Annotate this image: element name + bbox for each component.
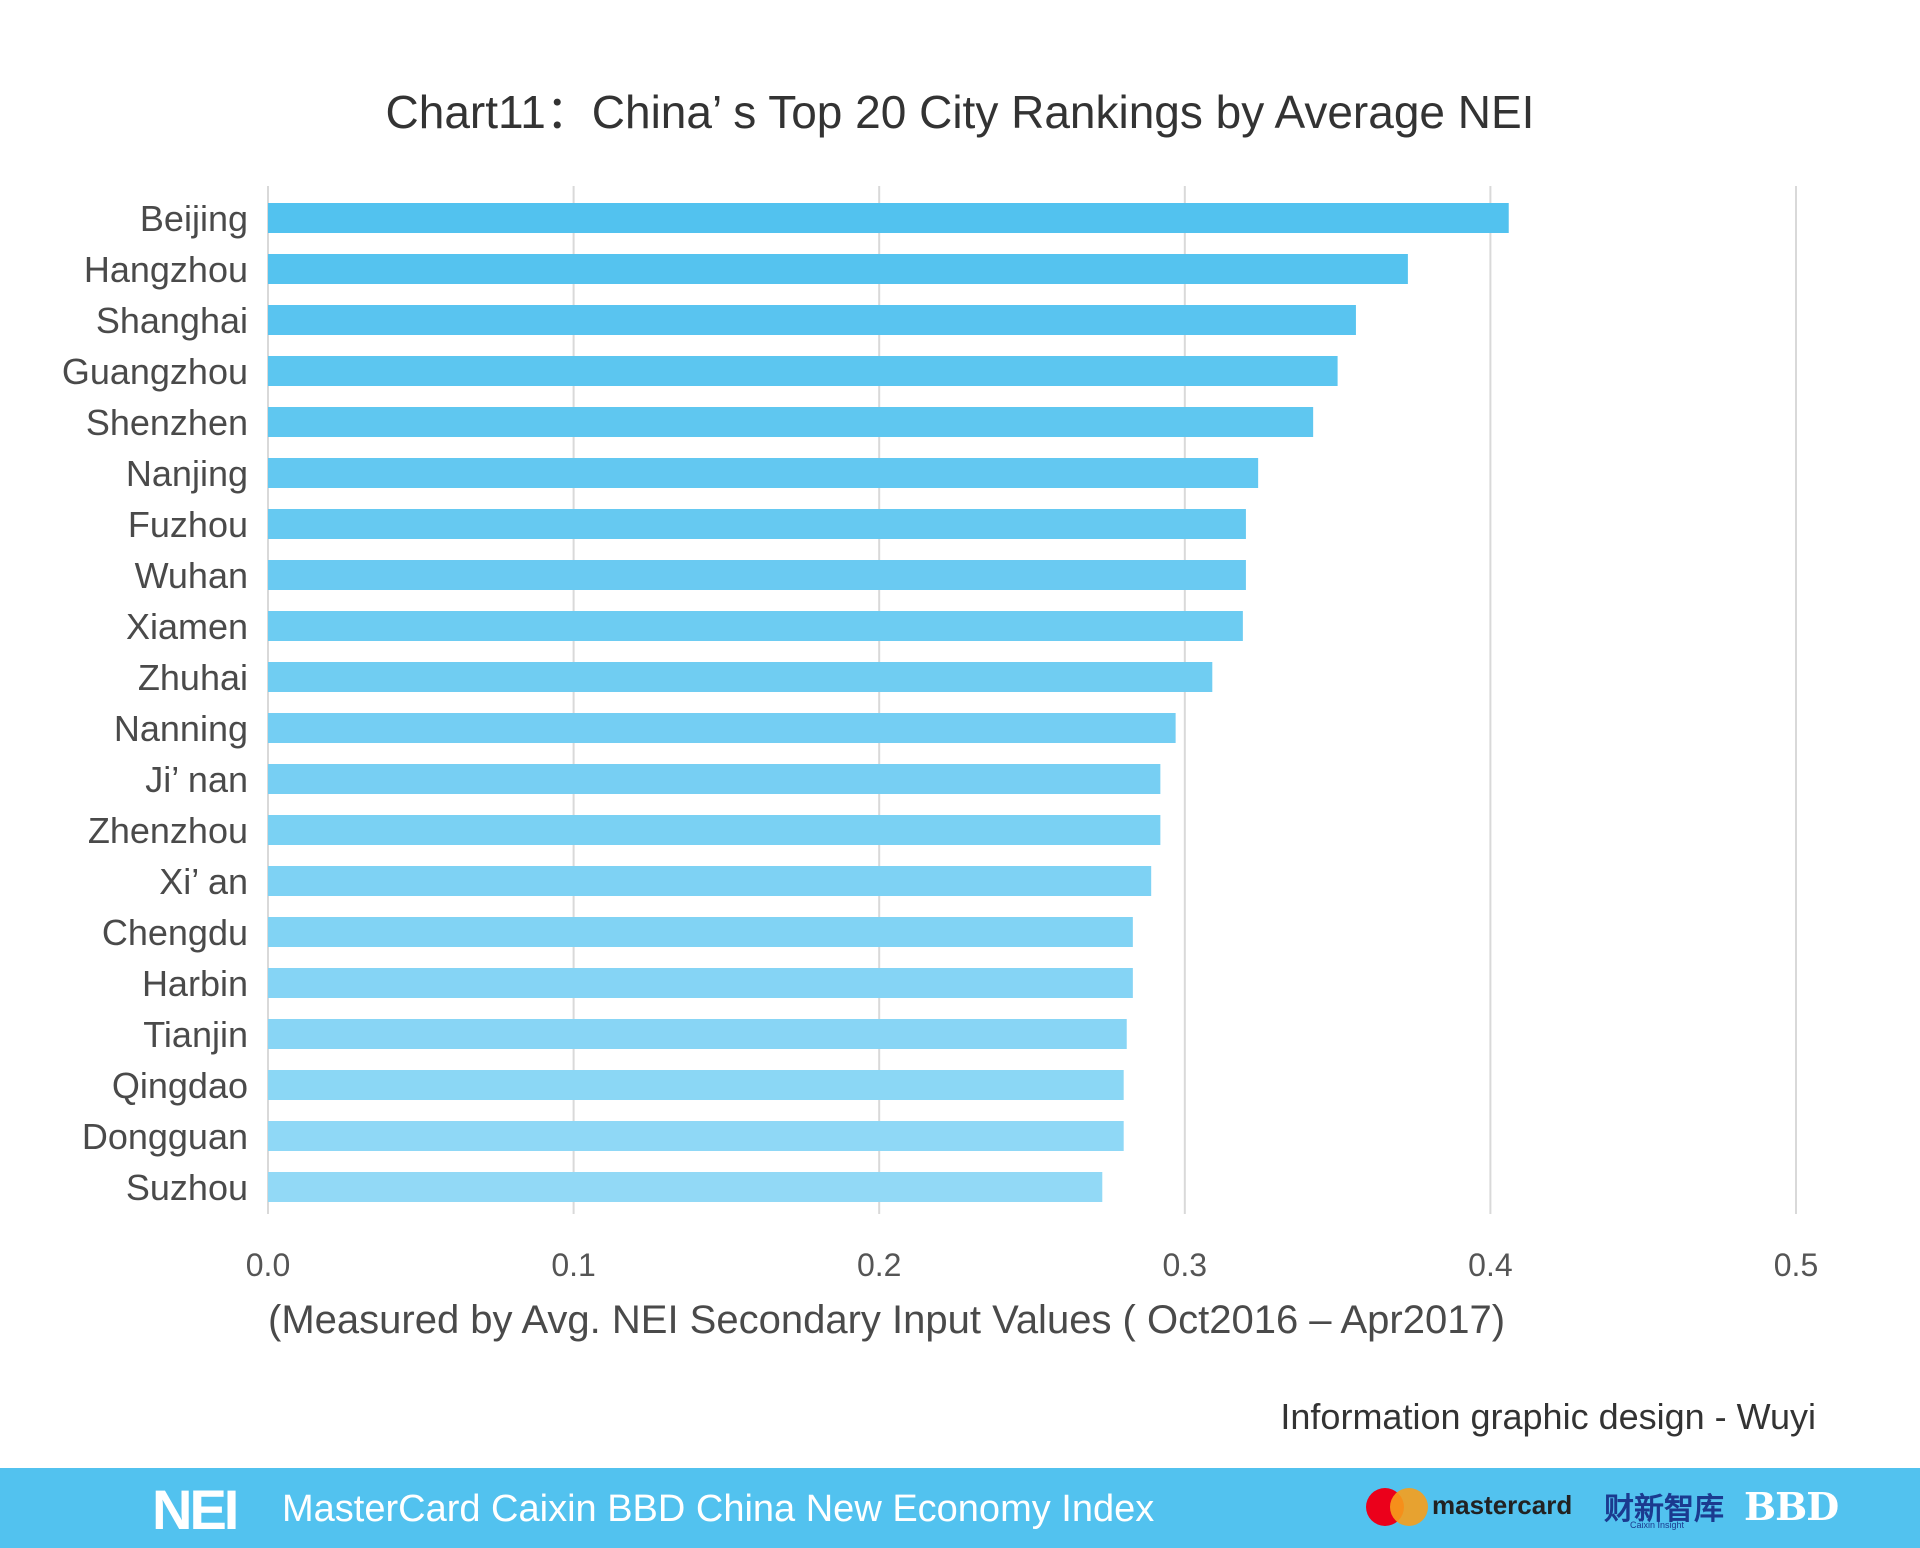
chart-title: Chart11：China’ s Top 20 City Rankings by… [385, 86, 1535, 138]
bar-4 [268, 407, 1314, 437]
x-tick-label: 0.4 [1468, 1247, 1512, 1283]
bar-2 [268, 305, 1356, 335]
category-label: Hangzhou [84, 249, 248, 290]
category-label: Dongguan [82, 1116, 248, 1157]
caixin-sub-label: Caixin Insight [1630, 1520, 1685, 1530]
bar-3 [268, 356, 1338, 386]
bar-9 [268, 662, 1213, 692]
footer-title: MasterCard Caixin BBD China New Economy … [282, 1488, 1155, 1530]
category-label: Nanjing [126, 453, 248, 494]
grid-lines [267, 186, 1797, 1214]
category-label: Harbin [142, 963, 248, 1004]
x-tick-label: 0.0 [246, 1247, 290, 1283]
bar-13 [268, 866, 1152, 896]
x-tick-label: 0.5 [1774, 1247, 1818, 1283]
category-label: Xiamen [126, 606, 248, 647]
category-label: Shanghai [96, 300, 248, 341]
category-labels: Beijing Hangzhou Shanghai Guangzhou Shenzhen… [62, 198, 248, 1208]
category-label: Zhuhai [138, 657, 248, 698]
category-label: Nanning [114, 708, 248, 749]
bar-17 [268, 1070, 1124, 1100]
category-label: Wuhan [135, 555, 248, 596]
category-label: Tianjin [143, 1014, 248, 1055]
bar-14 [268, 917, 1133, 947]
bars [268, 203, 1509, 1202]
bar-0 [268, 203, 1509, 233]
bar-6 [268, 509, 1246, 539]
design-credit: Information graphic design - Wuyi [1280, 1396, 1816, 1437]
category-label: Fuzhou [128, 504, 248, 545]
bar-15 [268, 968, 1133, 998]
x-axis-label: (Measured by Avg. NEI Secondary Input Va… [268, 1298, 1506, 1342]
bar-10 [268, 713, 1176, 743]
bar-5 [268, 458, 1259, 488]
bar-8 [268, 611, 1243, 641]
category-label: Guangzhou [62, 351, 248, 392]
x-tick-label: 0.2 [857, 1247, 901, 1283]
mastercard-logo-icon [1366, 1488, 1428, 1526]
bar-7 [268, 560, 1246, 590]
bar-1 [268, 254, 1408, 284]
nei-logo: NEI [152, 1478, 239, 1541]
category-label: Shenzhen [86, 402, 248, 443]
bar-16 [268, 1019, 1127, 1049]
bar-12 [268, 815, 1161, 845]
category-label: Ji’ nan [145, 759, 248, 800]
bar-18 [268, 1121, 1124, 1151]
category-label: Beijing [140, 198, 248, 239]
category-label: Chengdu [102, 912, 248, 953]
category-label: Suzhou [126, 1167, 248, 1208]
bar-19 [268, 1172, 1103, 1202]
caixin-logo: 财新智库 [1604, 1492, 1724, 1527]
category-label: Xi’ an [159, 861, 248, 902]
category-label: Zhenzhou [88, 810, 248, 851]
category-label: Qingdao [112, 1065, 248, 1106]
mastercard-wordmark: mastercard [1432, 1490, 1573, 1520]
bbd-logo: BBD [1744, 1484, 1839, 1529]
x-tick-label: 0.1 [551, 1247, 595, 1283]
footer-banner: NEI MasterCard Caixin BBD China New Econ… [0, 1468, 1920, 1548]
x-tick-labels: 0.0 0.1 0.2 0.3 0.4 0.5 [246, 1247, 1818, 1283]
x-tick-label: 0.3 [1163, 1247, 1207, 1283]
bar-11 [268, 764, 1161, 794]
